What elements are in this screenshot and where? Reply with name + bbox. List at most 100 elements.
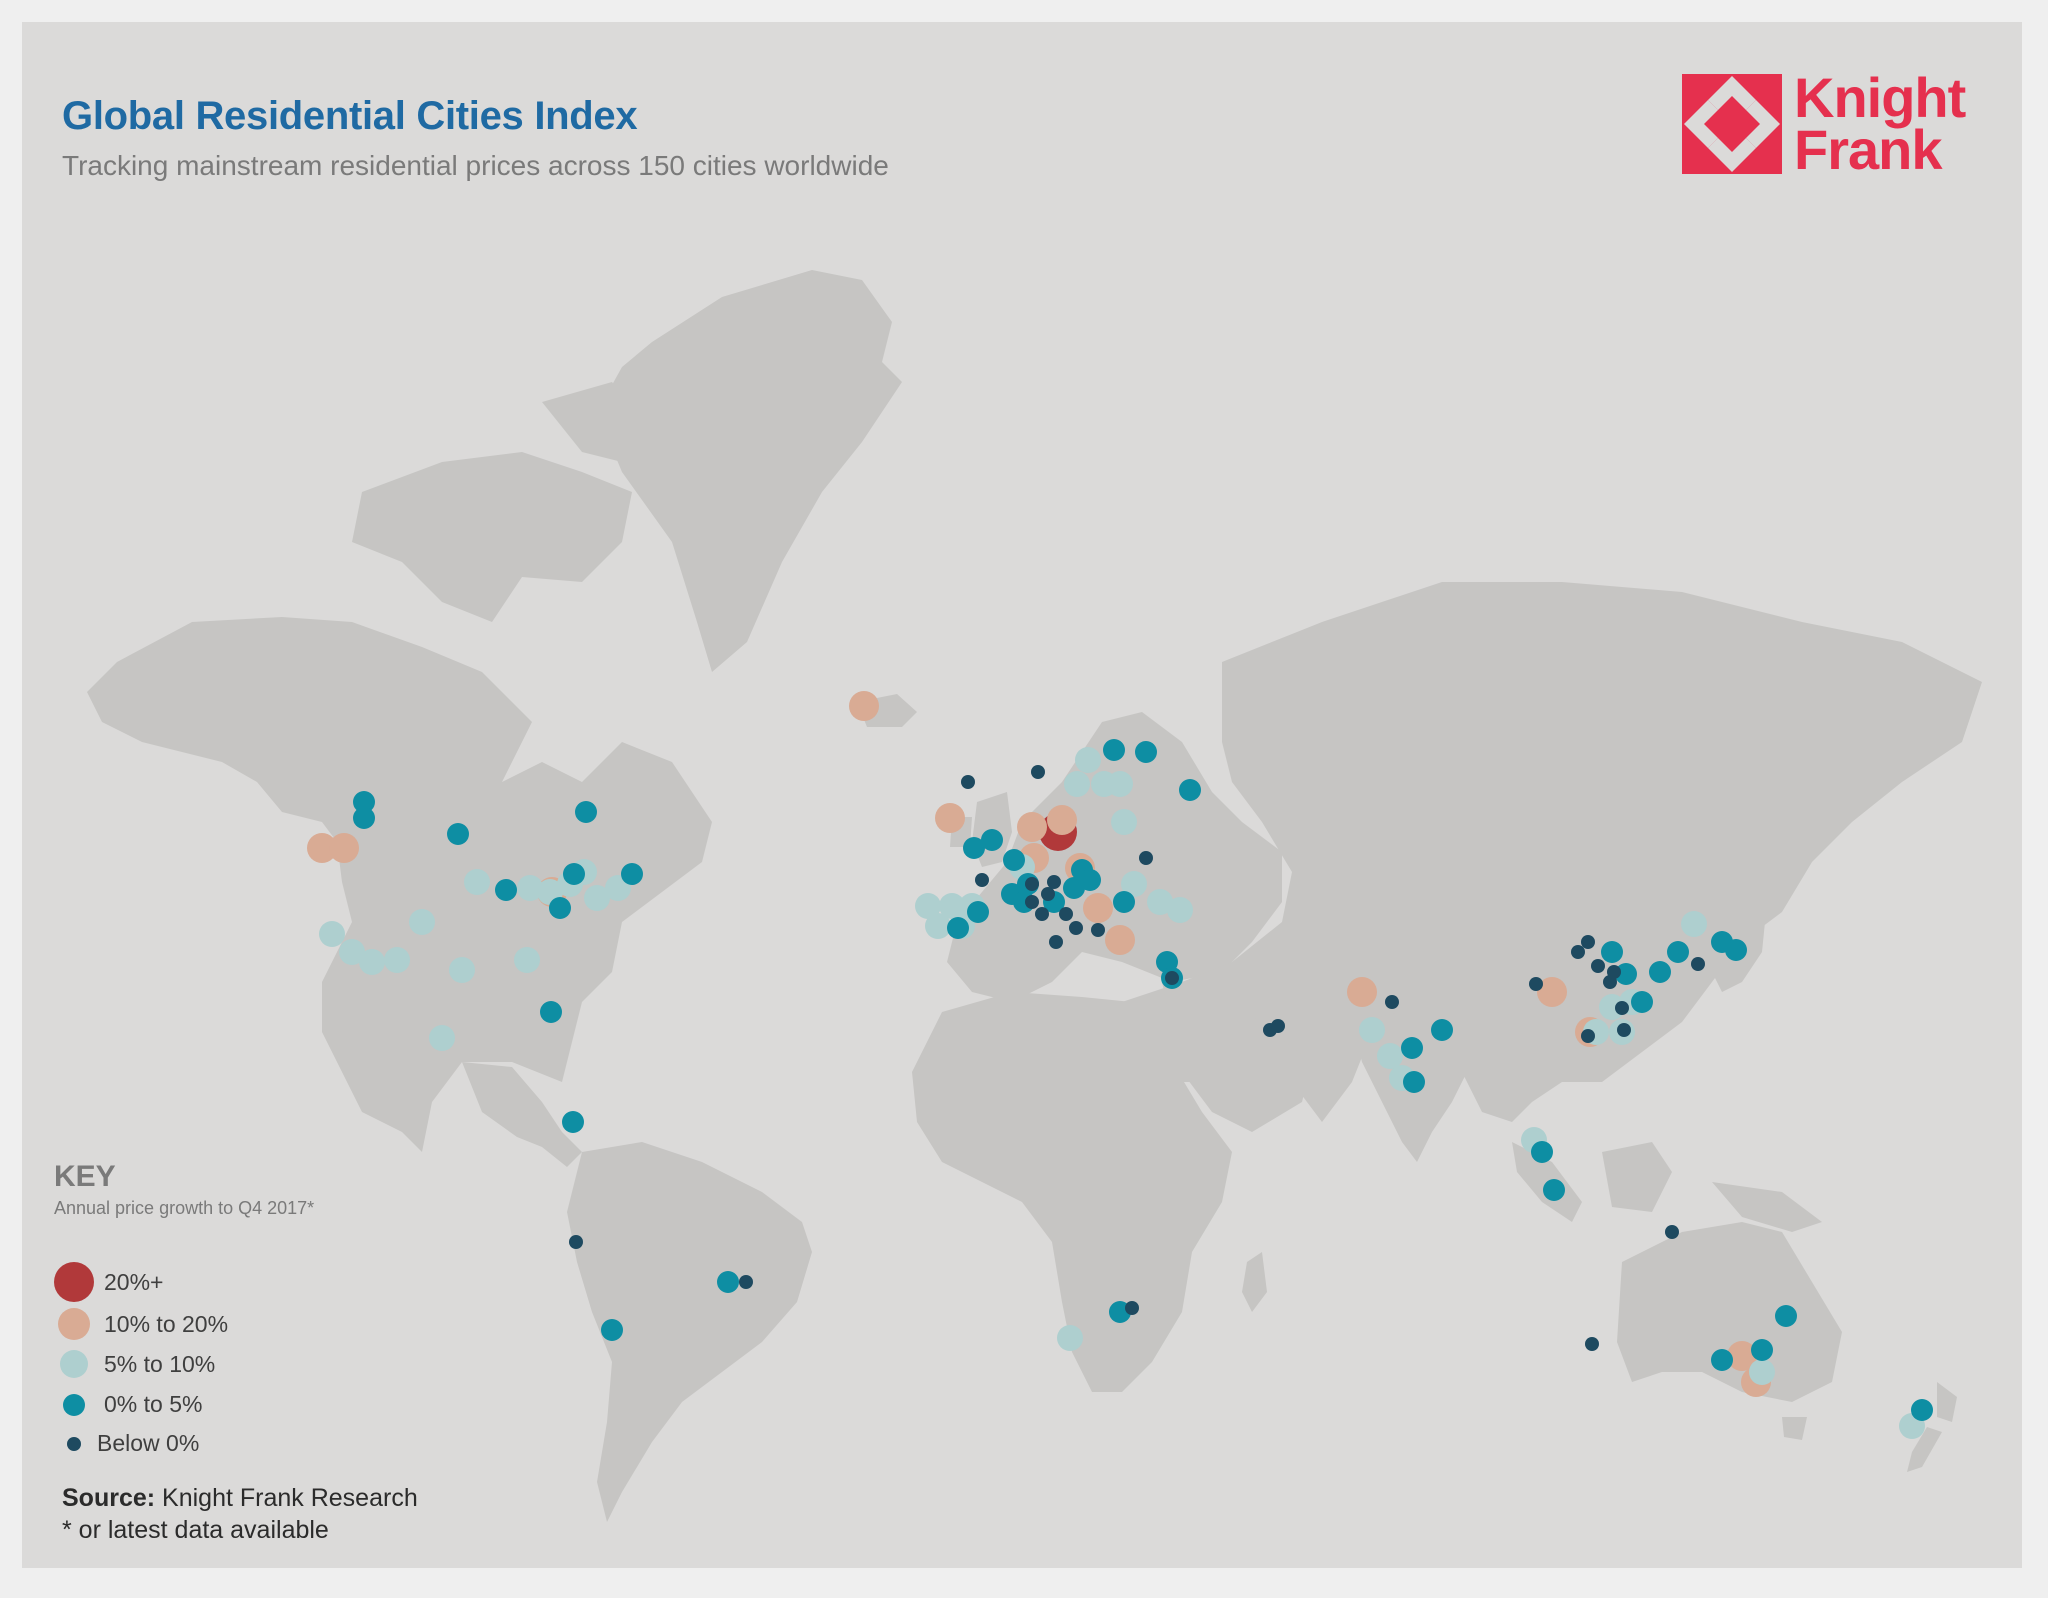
landmass-tasmania [1782, 1417, 1807, 1440]
landmass-arctic-islands [352, 452, 632, 622]
city-marker [495, 879, 517, 901]
key-subtitle: Annual price growth to Q4 2017* [54, 1198, 315, 1218]
key-item-10-to-20: 10% to 20% [54, 1308, 228, 1340]
city-marker [384, 947, 410, 973]
land-masses [87, 270, 1982, 1522]
city-marker [517, 875, 543, 901]
logo-word-frank: Frank [1794, 118, 1942, 181]
city-marker [975, 873, 989, 887]
city-marker [1135, 741, 1157, 763]
landmass-australia [1617, 1222, 1842, 1402]
city-marker [935, 803, 965, 833]
key-swatch [63, 1393, 85, 1416]
city-marker [1667, 941, 1689, 963]
landmass-central-america [462, 1062, 582, 1167]
city-marker [1103, 739, 1125, 761]
city-marker [1681, 911, 1707, 937]
city-marker [1059, 907, 1073, 921]
city-marker [1165, 971, 1179, 985]
city-marker [1049, 935, 1063, 949]
city-marker [569, 1235, 583, 1249]
city-marker [1631, 991, 1653, 1013]
city-marker [1031, 765, 1045, 779]
landmass-new-guinea [1712, 1182, 1822, 1232]
city-marker [1091, 923, 1105, 937]
landmass-africa [912, 992, 1232, 1392]
city-marker [1529, 977, 1543, 991]
city-marker [1359, 1017, 1385, 1043]
city-marker [1125, 1301, 1139, 1315]
city-marker [1727, 1341, 1757, 1371]
city-marker [1035, 907, 1049, 921]
key-label: 20%+ [104, 1268, 164, 1295]
city-marker [1057, 1325, 1083, 1351]
key-label: 5% to 10% [104, 1350, 216, 1377]
city-marker [1581, 1029, 1595, 1043]
city-marker [1121, 871, 1147, 897]
city-marker [1179, 779, 1201, 801]
city-marker [947, 917, 969, 939]
city-marker [1431, 1019, 1453, 1041]
city-marker [1271, 1019, 1285, 1033]
city-marker [601, 1319, 623, 1341]
city-marker [1665, 1225, 1679, 1239]
key-label: 10% to 20% [104, 1310, 229, 1337]
landmass-asia [1122, 582, 1982, 1122]
city-marker [1107, 771, 1133, 797]
city-marker [514, 947, 540, 973]
key-label: Below 0% [97, 1430, 200, 1456]
landmass-new-zealand [1907, 1382, 1957, 1472]
city-marker [1911, 1399, 1933, 1421]
city-marker [1691, 957, 1705, 971]
logo-word-knight: Knight [1794, 66, 1966, 129]
key-item-0-to-5: 0% to 5% [54, 1391, 202, 1418]
city-marker [1003, 849, 1025, 871]
city-marker [429, 1025, 455, 1051]
landmass-madagascar [1242, 1252, 1267, 1312]
city-marker [1385, 995, 1399, 1009]
city-marker [1017, 812, 1047, 842]
city-marker [1167, 897, 1193, 923]
footnote: * or latest data available [62, 1516, 329, 1544]
city-markers [307, 691, 1933, 1439]
city-marker [563, 863, 585, 885]
city-marker [1591, 959, 1605, 973]
world-map [87, 270, 1982, 1522]
city-marker [1711, 1349, 1733, 1371]
landmass-south-america [567, 1142, 812, 1522]
city-marker [1147, 889, 1173, 915]
city-marker [1075, 747, 1101, 773]
landmass-arabia [1162, 982, 1312, 1132]
city-marker [329, 833, 359, 863]
key-swatch [54, 1262, 94, 1302]
key-item-20-plus: 20%+ [54, 1262, 163, 1302]
city-marker [1377, 1043, 1403, 1069]
city-marker [1403, 1071, 1425, 1093]
city-marker [1615, 963, 1637, 985]
city-marker [353, 791, 375, 813]
city-marker [963, 837, 985, 859]
city-marker [549, 897, 571, 919]
city-marker [575, 801, 597, 823]
city-marker [409, 909, 435, 935]
city-marker [1615, 1001, 1629, 1015]
city-marker [449, 957, 475, 983]
city-marker [1064, 771, 1090, 797]
city-marker [339, 939, 365, 965]
city-marker [1347, 977, 1377, 1007]
city-marker [1079, 869, 1101, 891]
key-swatch [58, 1308, 90, 1340]
key-swatch [60, 1350, 88, 1378]
city-marker [939, 893, 965, 919]
city-marker [1047, 805, 1077, 835]
city-marker [849, 691, 879, 721]
city-marker [925, 913, 951, 939]
city-marker [1571, 945, 1585, 959]
city-marker [1401, 1037, 1423, 1059]
page-title: Global Residential Cities Index [62, 94, 638, 138]
key-label: 0% to 5% [104, 1391, 203, 1417]
city-marker [307, 833, 337, 863]
city-marker [1531, 1141, 1553, 1163]
city-marker [1041, 887, 1055, 901]
city-marker [621, 863, 643, 885]
